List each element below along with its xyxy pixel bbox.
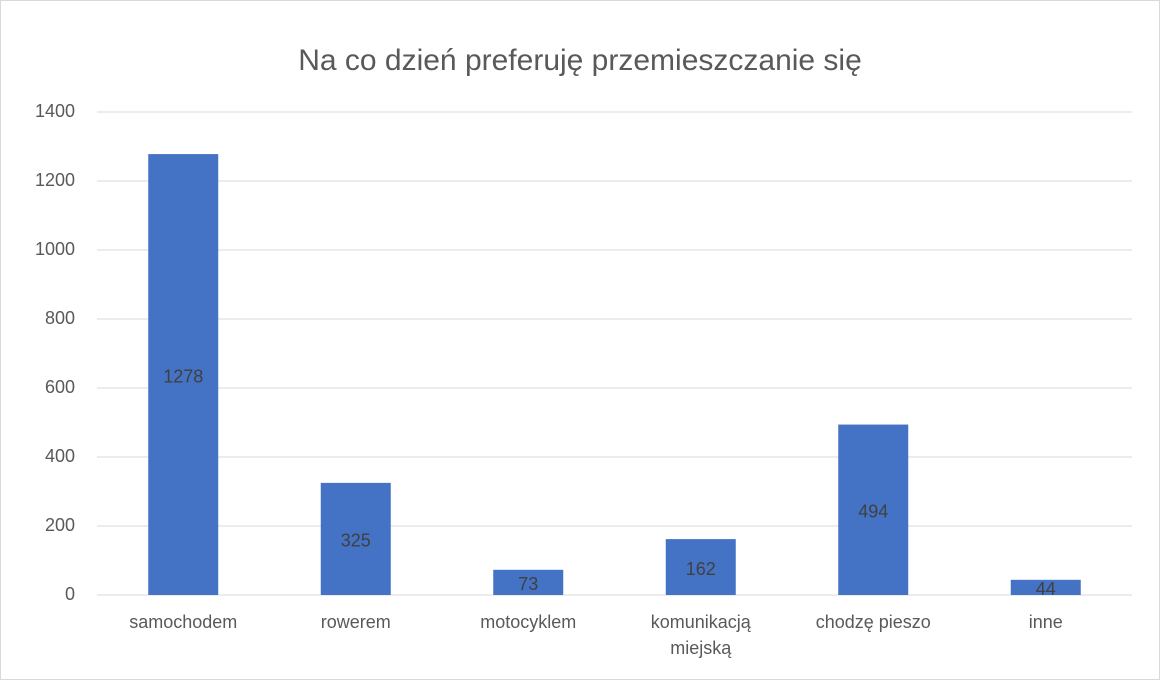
data-label: 325 — [341, 531, 371, 551]
x-tick-label: inne — [1028, 612, 1063, 632]
data-label: 494 — [858, 502, 888, 522]
data-label: 162 — [686, 559, 716, 579]
y-tick-label: 0 — [65, 584, 75, 604]
x-tick-label: samochodem — [129, 612, 238, 632]
bar — [493, 569, 564, 595]
y-tick-label: 1400 — [35, 101, 75, 121]
bar — [838, 424, 909, 595]
y-tick-label: 1200 — [35, 170, 75, 190]
bar — [665, 539, 736, 595]
data-label: 73 — [518, 574, 538, 594]
x-tick-label: komunikacją miejską — [650, 612, 751, 658]
chart-title: Na co dzień preferuję przemieszczanie si… — [298, 44, 862, 77]
y-tick-label: 200 — [45, 515, 75, 535]
x-tick-label: rowerem — [320, 612, 391, 632]
y-tick-label: 600 — [45, 377, 75, 397]
x-tick-label: motocyklem — [480, 612, 577, 632]
bar — [1010, 579, 1081, 595]
y-tick-label: 800 — [45, 308, 75, 328]
data-label: 1278 — [163, 366, 203, 386]
x-tick-label: chodzę pieszo — [815, 612, 931, 632]
bar — [148, 154, 219, 595]
y-tick-label: 1000 — [35, 239, 75, 259]
bar — [320, 482, 391, 595]
data-label: 44 — [1036, 579, 1056, 599]
y-tick-label: 400 — [45, 446, 75, 466]
